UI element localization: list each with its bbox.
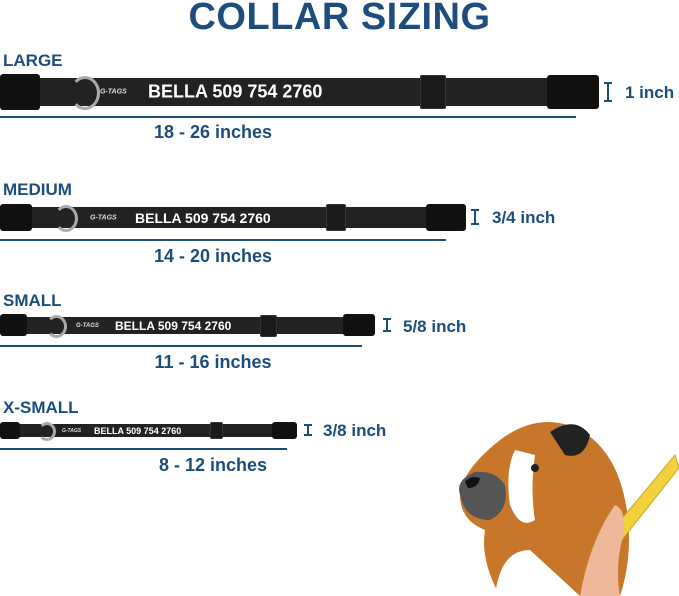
length-line (0, 448, 287, 450)
page-title: COLLAR SIZING (188, 0, 491, 38)
size-label-small: SMALL (3, 291, 62, 310)
dog-ear (550, 424, 590, 456)
slider (210, 422, 223, 439)
width-marker (304, 424, 312, 436)
length-medium: 14 - 20 inches (153, 246, 273, 266)
brand-logo: G-TAGS (76, 322, 99, 329)
buckle-left (0, 204, 32, 231)
size-label-x-small: X-SMALL (3, 398, 79, 417)
collar-text: BELLA 509 754 2760 (115, 318, 232, 333)
boxer-dog-illustration (459, 422, 679, 596)
length-line (0, 116, 576, 118)
buckle-right (272, 422, 297, 439)
width-marker (471, 209, 479, 225)
buckle-right (343, 314, 375, 336)
brand-logo: G-TAGS (90, 214, 117, 221)
width-marker (604, 82, 612, 102)
collar-text: BELLA 509 754 2760 (148, 81, 323, 102)
d-ring (70, 76, 100, 110)
width-small: 5/8 inch (403, 317, 467, 336)
dog-nose (465, 477, 480, 488)
hand (580, 505, 624, 596)
slider (420, 75, 446, 109)
width-large: 1 inch (625, 83, 675, 102)
buckle-left (0, 422, 20, 439)
collar-medium: G-TAGS BELLA 509 754 2760 (8, 204, 448, 232)
collar-large: G-TAGS BELLA 509 754 2760 (8, 75, 578, 110)
length-small: 11 - 16 inches (154, 352, 272, 372)
width-marker (383, 318, 391, 332)
d-ring (38, 422, 56, 441)
dog-blaze (508, 450, 535, 523)
size-label-medium: MEDIUM (3, 180, 72, 199)
slider (260, 315, 277, 337)
length-line (0, 345, 362, 347)
buckle-left (0, 74, 40, 110)
dog-chest (495, 550, 580, 596)
collar-text: BELLA 509 754 2760 (135, 209, 271, 226)
slider (326, 204, 346, 231)
buckle-right (547, 75, 599, 109)
collar-text: BELLA 509 754 2760 (94, 425, 182, 436)
length-large: 18 - 26 inches (153, 122, 273, 142)
width-medium: 3/4 inch (492, 208, 556, 227)
buckle-left (0, 314, 27, 336)
d-ring (46, 315, 67, 338)
dog-head (460, 422, 629, 596)
collar-small: G-TAGS BELLA 509 754 2760 (8, 315, 360, 338)
collar-x-small: G-TAGS BELLA 509 754 2760 (6, 422, 286, 441)
width-x-small: 3/8 inch (323, 421, 387, 440)
size-label-large: LARGE (3, 51, 63, 70)
d-ring (54, 205, 78, 232)
length-line (0, 239, 446, 241)
brand-logo: G-TAGS (62, 427, 82, 434)
brand-logo: G-TAGS (100, 88, 127, 96)
length-x-small: 8 - 12 inches (158, 455, 268, 475)
dog-eye (531, 464, 539, 472)
buckle-right (426, 204, 466, 231)
